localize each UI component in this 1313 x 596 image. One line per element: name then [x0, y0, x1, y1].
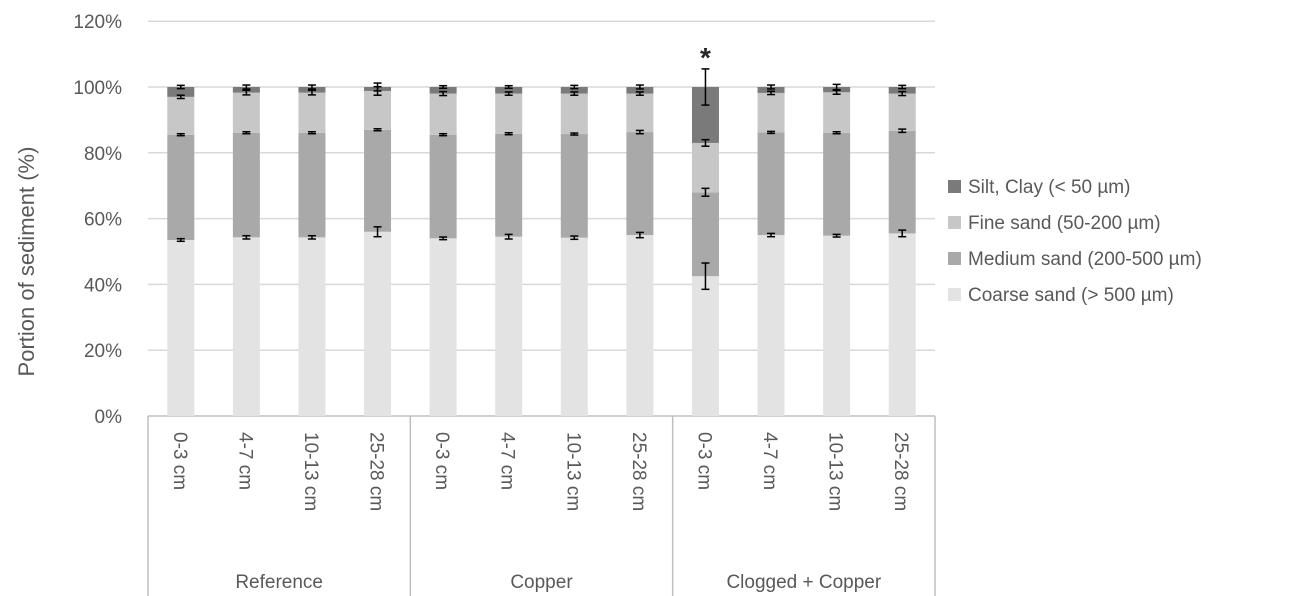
category-label: 0-3 cm [693, 432, 714, 490]
legend-label: Medium sand (200-500 µm) [968, 249, 1202, 270]
category-label: 10-13 cm [300, 432, 321, 511]
y-tick-label: 20% [84, 341, 122, 362]
bar-segment [167, 239, 195, 416]
bar-segment [691, 192, 719, 277]
bar-segment [560, 87, 588, 94]
bar-segment [626, 93, 654, 133]
y-tick-label: 60% [84, 210, 122, 231]
bar-segment [495, 133, 523, 237]
category-label: 10-13 cm [562, 432, 583, 511]
legend-swatch [948, 288, 961, 301]
bar-segment [823, 235, 851, 416]
category-label: 25-28 cm [628, 432, 649, 511]
annotations: * [700, 42, 711, 73]
bar-segment [757, 92, 785, 133]
y-tick-label: 100% [73, 78, 122, 99]
category-label: 4-7 cm [234, 432, 255, 490]
bar-segment [167, 87, 195, 97]
legend: Silt, Clay (< 50 µm) Fine sand (50-200 µm… [948, 177, 1202, 306]
bar-stacks [167, 87, 916, 416]
bar-segment [232, 237, 260, 416]
bar-segment [364, 129, 392, 232]
legend-label: Coarse sand (> 500 µm) [968, 285, 1174, 306]
legend-swatch [948, 252, 961, 265]
bar-segment [757, 87, 785, 93]
y-tick-label: 0% [95, 407, 123, 428]
bar-segment [560, 237, 588, 416]
bar-segment [298, 92, 326, 133]
bar-segment [560, 93, 588, 135]
y-tick-label: 80% [84, 144, 122, 165]
x-axis-category-labels: 0-3 cm 4-7 cm 10-13 cm 25-28 cm Reference 0-3… [147, 416, 936, 596]
bar-segment [364, 90, 392, 130]
category-label: 25-28 cm [366, 432, 387, 511]
bar-segment [167, 134, 195, 240]
bar-segment [823, 92, 851, 133]
bar-segment [888, 130, 916, 234]
bar-segment [429, 134, 457, 239]
bar-segment [691, 276, 719, 416]
bar-segment [298, 132, 326, 238]
group-label: Copper [510, 572, 573, 593]
y-tick-label: 120% [73, 12, 122, 33]
gridlines [148, 20, 935, 417]
significance-marker: * [700, 42, 711, 73]
legend-label: Silt, Clay (< 50 µm) [968, 177, 1130, 198]
category-label: 10-13 cm [825, 432, 846, 511]
bar-segment [823, 132, 851, 236]
bar-segment [232, 92, 260, 133]
bar-segment [232, 132, 260, 238]
bar-segment [888, 93, 916, 131]
bar-segment [626, 87, 654, 94]
legend-swatch [948, 216, 961, 229]
group-label: Clogged + Copper [726, 572, 881, 593]
bar-segment [495, 236, 523, 416]
bar-segment [626, 235, 654, 416]
category-label: 0-3 cm [169, 432, 190, 490]
bar-segment [626, 132, 654, 236]
bar-segment [167, 96, 195, 135]
bar-segment [298, 237, 326, 416]
category-label: 0-3 cm [431, 432, 452, 490]
bar-segment [495, 93, 523, 134]
bar-segment [364, 231, 392, 416]
category-label: 4-7 cm [497, 432, 518, 490]
bar-segment [888, 233, 916, 416]
y-axis-label: Portion of sediment (%) [14, 147, 39, 377]
y-axis-tick-labels: 0% 20% 40% 60% 80% 100% 120% [73, 12, 122, 428]
bar-segment [691, 142, 719, 193]
bar-segment [888, 87, 916, 94]
bar-segment [757, 132, 785, 236]
bar-segment [429, 93, 457, 135]
bar-segment [757, 235, 785, 416]
error-bars [176, 68, 907, 291]
legend-swatch [948, 180, 961, 193]
category-label: 4-7 cm [759, 432, 780, 490]
y-tick-label: 40% [84, 275, 122, 296]
bar-segment [495, 87, 523, 94]
group-label: Reference [235, 572, 323, 593]
category-label: 25-28 cm [890, 432, 911, 511]
bar-segment [560, 134, 588, 238]
legend-label: Fine sand (50-200 µm) [968, 213, 1161, 234]
bar-segment [429, 87, 457, 94]
bar-segment [429, 238, 457, 416]
